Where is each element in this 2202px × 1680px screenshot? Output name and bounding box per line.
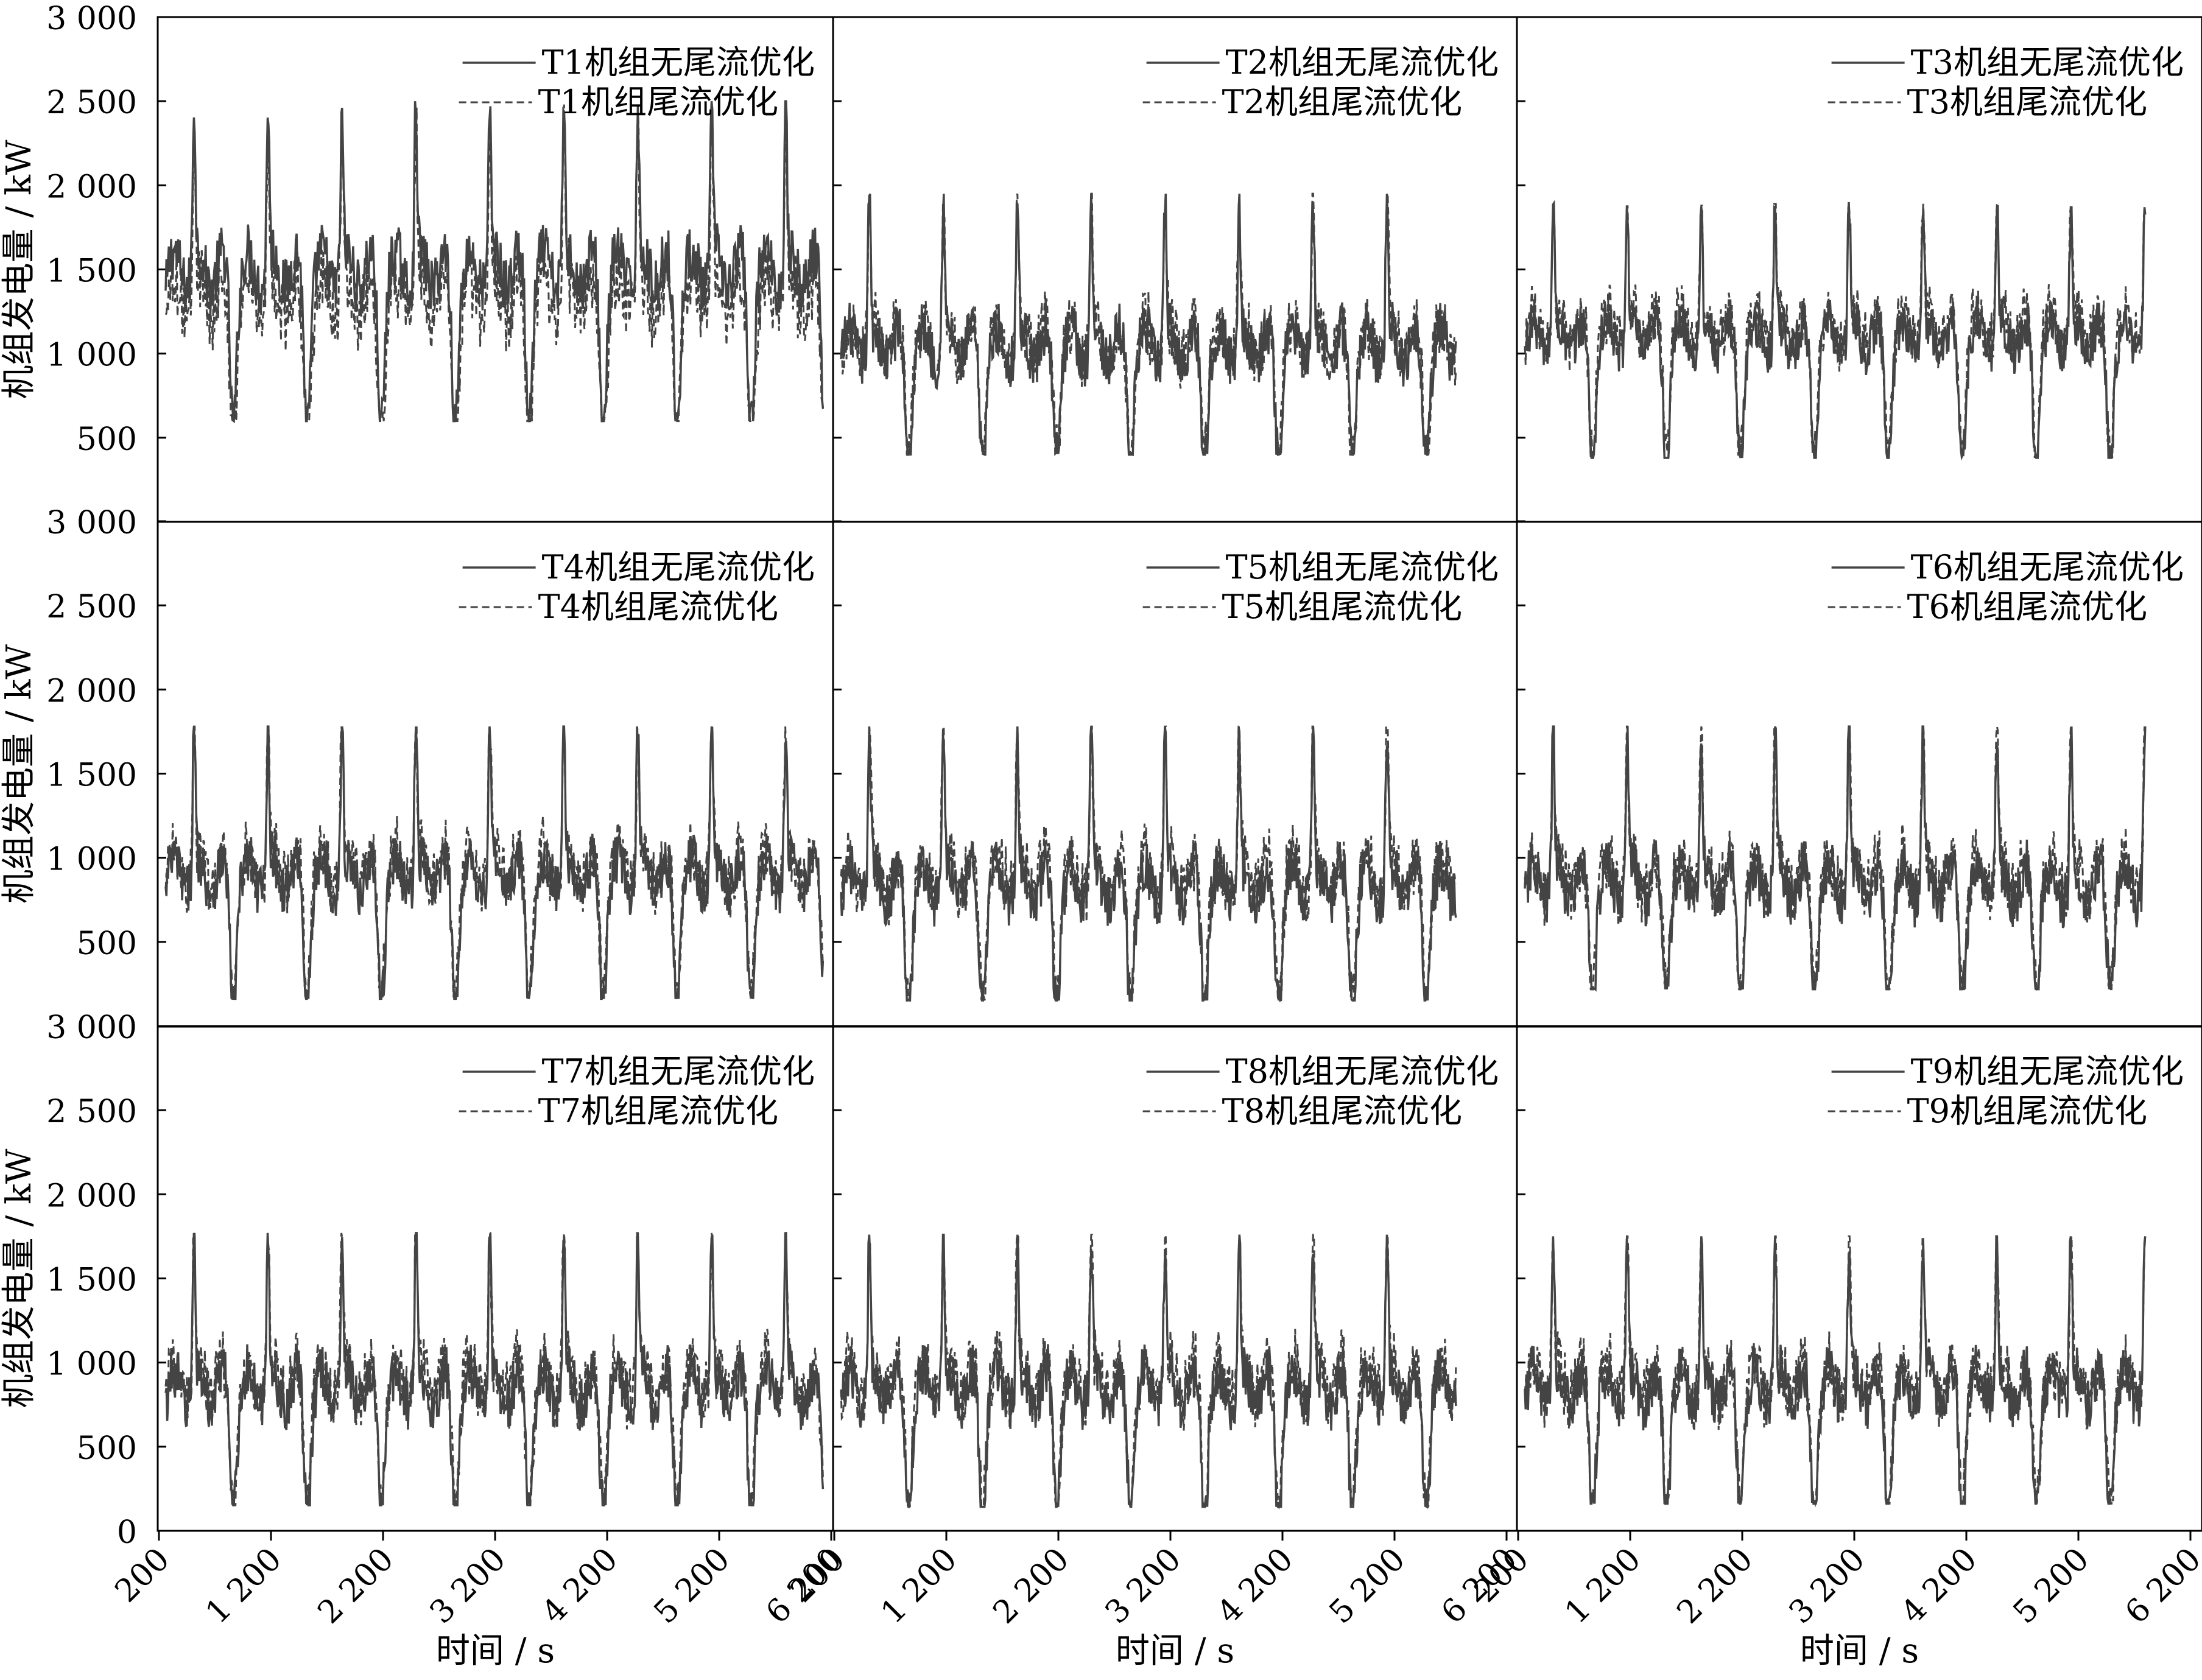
legend-label: T3机组尾流优化: [1907, 83, 2147, 121]
legend-label: T2机组尾流优化: [1222, 83, 1462, 121]
legend-label: T8机组无尾流优化: [1226, 1052, 1499, 1091]
series-line-baseline: [1524, 1235, 2147, 1505]
series-line-optimized: [1524, 723, 2147, 991]
legend-label: T5机组无尾流优化: [1226, 548, 1499, 586]
y-tick-label: 2 000: [46, 169, 137, 205]
legend-label: T6机组无尾流优化: [1911, 548, 2184, 586]
legend-label: T6机组尾流优化: [1907, 588, 2147, 626]
legend-label: T7机组无尾流优化: [542, 1052, 815, 1091]
x-tick-label: 6 200: [2118, 1541, 2202, 1631]
y-tick-label: 2 000: [46, 1178, 137, 1214]
legend-label: T4机组尾流优化: [538, 588, 778, 626]
legend-label: T2机组无尾流优化: [1226, 43, 1499, 82]
y-tick-label: 3 000: [46, 505, 137, 541]
y-axis-label: 机组发电量 / kW: [0, 1148, 39, 1408]
y-tick-label: 1 000: [46, 337, 137, 374]
legend-label: T9机组无尾流优化: [1911, 1052, 2184, 1091]
x-tick-label: 2 200: [1670, 1541, 1760, 1631]
series-line-baseline: [840, 726, 1457, 1002]
x-tick-label: 1 200: [874, 1541, 964, 1631]
y-tick-label: 1 500: [46, 253, 137, 290]
x-tick-label: 4 200: [535, 1541, 625, 1631]
legend-label: T5机组尾流优化: [1222, 588, 1462, 626]
series-line-baseline: [840, 193, 1457, 457]
legend-label: T7机组尾流优化: [538, 1092, 778, 1130]
legend-label: T1机组尾流优化: [538, 83, 778, 121]
x-axis-label: 时间 / s: [1800, 1631, 1919, 1671]
x-tick-label: 5 200: [647, 1541, 737, 1631]
y-tick-label: 2 500: [46, 589, 137, 625]
legend-label: T9机组尾流优化: [1907, 1092, 2147, 1130]
series-line-baseline: [164, 100, 825, 424]
x-tick-label: 3 200: [423, 1541, 513, 1631]
y-tick-label: 500: [77, 421, 137, 458]
y-tick-label: 0: [117, 1514, 137, 1551]
y-axis-label: 机组发电量 / kW: [0, 139, 39, 399]
y-tick-label: 1 500: [46, 1262, 137, 1299]
x-tick-label: 5 200: [1322, 1541, 1412, 1631]
x-tick-label: 2 200: [311, 1541, 401, 1631]
y-tick-label: 3 000: [46, 1, 137, 37]
x-axis-label: 时间 / s: [1116, 1631, 1234, 1671]
series-line-baseline: [164, 725, 825, 1000]
y-tick-label: 2 000: [46, 673, 137, 709]
x-tick-label: 1 200: [199, 1541, 289, 1631]
series-line-baseline: [840, 1233, 1457, 1508]
x-tick-label: 5 200: [2006, 1541, 2096, 1631]
legend-label: T4机组无尾流优化: [542, 548, 815, 586]
y-tick-label: 1 500: [46, 757, 137, 794]
x-tick-label: 4 200: [1894, 1541, 1984, 1631]
y-tick-label: 500: [77, 926, 137, 962]
legend-label: T8机组尾流优化: [1222, 1092, 1462, 1130]
y-tick-label: 500: [77, 1430, 137, 1467]
y-axis-label: 机组发电量 / kW: [0, 644, 39, 904]
x-tick-label: 1 200: [1558, 1541, 1648, 1631]
legend-label: T3机组无尾流优化: [1911, 43, 2184, 82]
series-line-baseline: [1524, 725, 2147, 992]
y-tick-label: 2 500: [46, 1094, 137, 1130]
y-tick-label: 1 000: [46, 1346, 137, 1383]
y-tick-label: 3 000: [46, 1010, 137, 1046]
series-line-baseline: [1524, 200, 2147, 461]
x-tick-label: 4 200: [1210, 1541, 1300, 1631]
y-tick-label: 2 500: [46, 85, 137, 121]
x-axis-label: 时间 / s: [436, 1631, 555, 1671]
y-tick-label: 1 000: [46, 842, 137, 878]
x-tick-label: 3 200: [1098, 1541, 1188, 1631]
x-tick-label: 3 200: [1782, 1541, 1872, 1631]
x-tick-label: 200: [108, 1541, 177, 1610]
legend-label: T1机组无尾流优化: [542, 43, 815, 82]
x-tick-label: 2 200: [986, 1541, 1076, 1631]
series-line-baseline: [164, 1231, 825, 1506]
